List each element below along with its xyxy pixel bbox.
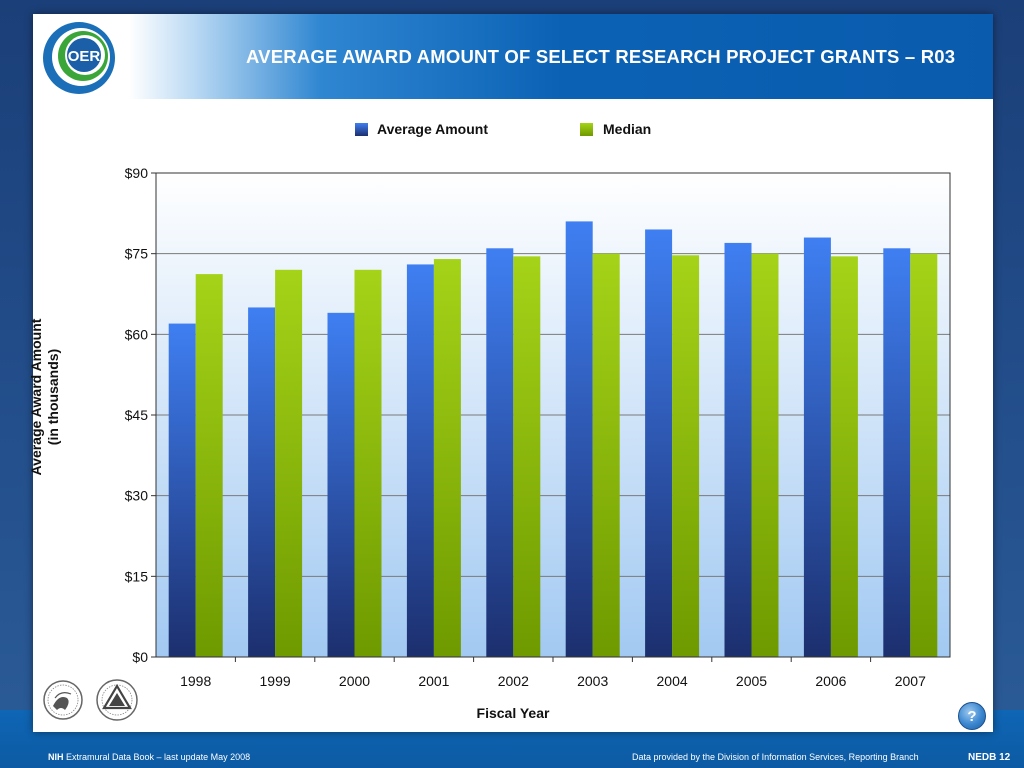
bar-average-amount	[406, 264, 434, 657]
svg-text:OER: OER	[68, 48, 101, 65]
bar-average-amount	[486, 248, 514, 658]
footer-left-text: Extramural Data Book – last update May 2…	[66, 752, 251, 762]
y-tick-label: $75	[125, 246, 149, 262]
y-tick-label: $60	[125, 326, 149, 342]
y-tick-label: $15	[125, 568, 149, 584]
bar-median	[672, 255, 700, 657]
x-tick-label: 2006	[815, 673, 846, 689]
oer-logo-icon: OER	[43, 22, 115, 94]
legend-swatch-average	[355, 123, 368, 136]
footer-brand: NIH	[48, 752, 64, 762]
help-icon: ?	[967, 707, 977, 725]
title-bar: OER AVERAGE AWARD AMOUNT OF SELECT RESEA…	[33, 14, 993, 99]
bar-average-amount	[724, 242, 752, 657]
legend-label-average: Average Amount	[377, 121, 488, 137]
bar-average-amount	[248, 307, 276, 657]
bar-median	[275, 269, 303, 657]
bar-median	[513, 256, 541, 657]
x-tick-label: 2004	[657, 673, 688, 689]
x-axis-label: Fiscal Year	[476, 705, 550, 721]
y-tick-label: $0	[132, 649, 148, 665]
bar-median	[433, 259, 461, 657]
plot-border	[155, 172, 951, 658]
x-tick-label: 2003	[577, 673, 608, 689]
footer-page-label: NEDB 12	[968, 752, 1011, 763]
hhs-nih-seals-icon	[43, 679, 138, 721]
x-tick-label: 2005	[736, 673, 767, 689]
legend-label-median: Median	[603, 121, 652, 137]
x-tick-label: 2002	[498, 673, 529, 689]
bar-average-amount	[565, 221, 593, 657]
y-tick-label: $45	[125, 407, 149, 423]
bar-average-amount	[645, 229, 673, 657]
x-tick-label: 1998	[180, 673, 211, 689]
y-tick-label: $90	[125, 165, 149, 181]
x-tick-label: 2000	[339, 673, 370, 689]
bar-median	[910, 253, 938, 657]
footer-right: Data provided by the Division of Informa…	[632, 752, 919, 762]
bar-median	[195, 274, 223, 657]
bar-chart: $0 $15 $30 $45 $60 $75 $90 1998 1999 2000 2001 2002…	[125, 165, 951, 689]
legend-swatch-median	[580, 123, 593, 136]
bar-median	[592, 253, 620, 657]
footer-left: NIH Extramural Data Book – last update M…	[48, 752, 250, 762]
bar-average-amount	[803, 237, 831, 658]
x-tick-label: 1999	[260, 673, 291, 689]
x-tick-label: 2001	[418, 673, 449, 689]
bar-average-amount	[168, 323, 196, 657]
slide: OER AVERAGE AWARD AMOUNT OF SELECT RESEA…	[28, 14, 993, 732]
bar-median	[751, 253, 779, 657]
bar-average-amount	[883, 248, 911, 658]
slide-title: AVERAGE AWARD AMOUNT OF SELECT RESEARCH …	[246, 46, 956, 67]
y-tick-label: $30	[125, 488, 149, 504]
bar-median	[830, 256, 858, 657]
bar-average-amount	[327, 312, 355, 657]
x-tick-label: 2007	[895, 673, 926, 689]
help-button[interactable]: ?	[958, 702, 986, 730]
bar-median	[354, 269, 382, 657]
